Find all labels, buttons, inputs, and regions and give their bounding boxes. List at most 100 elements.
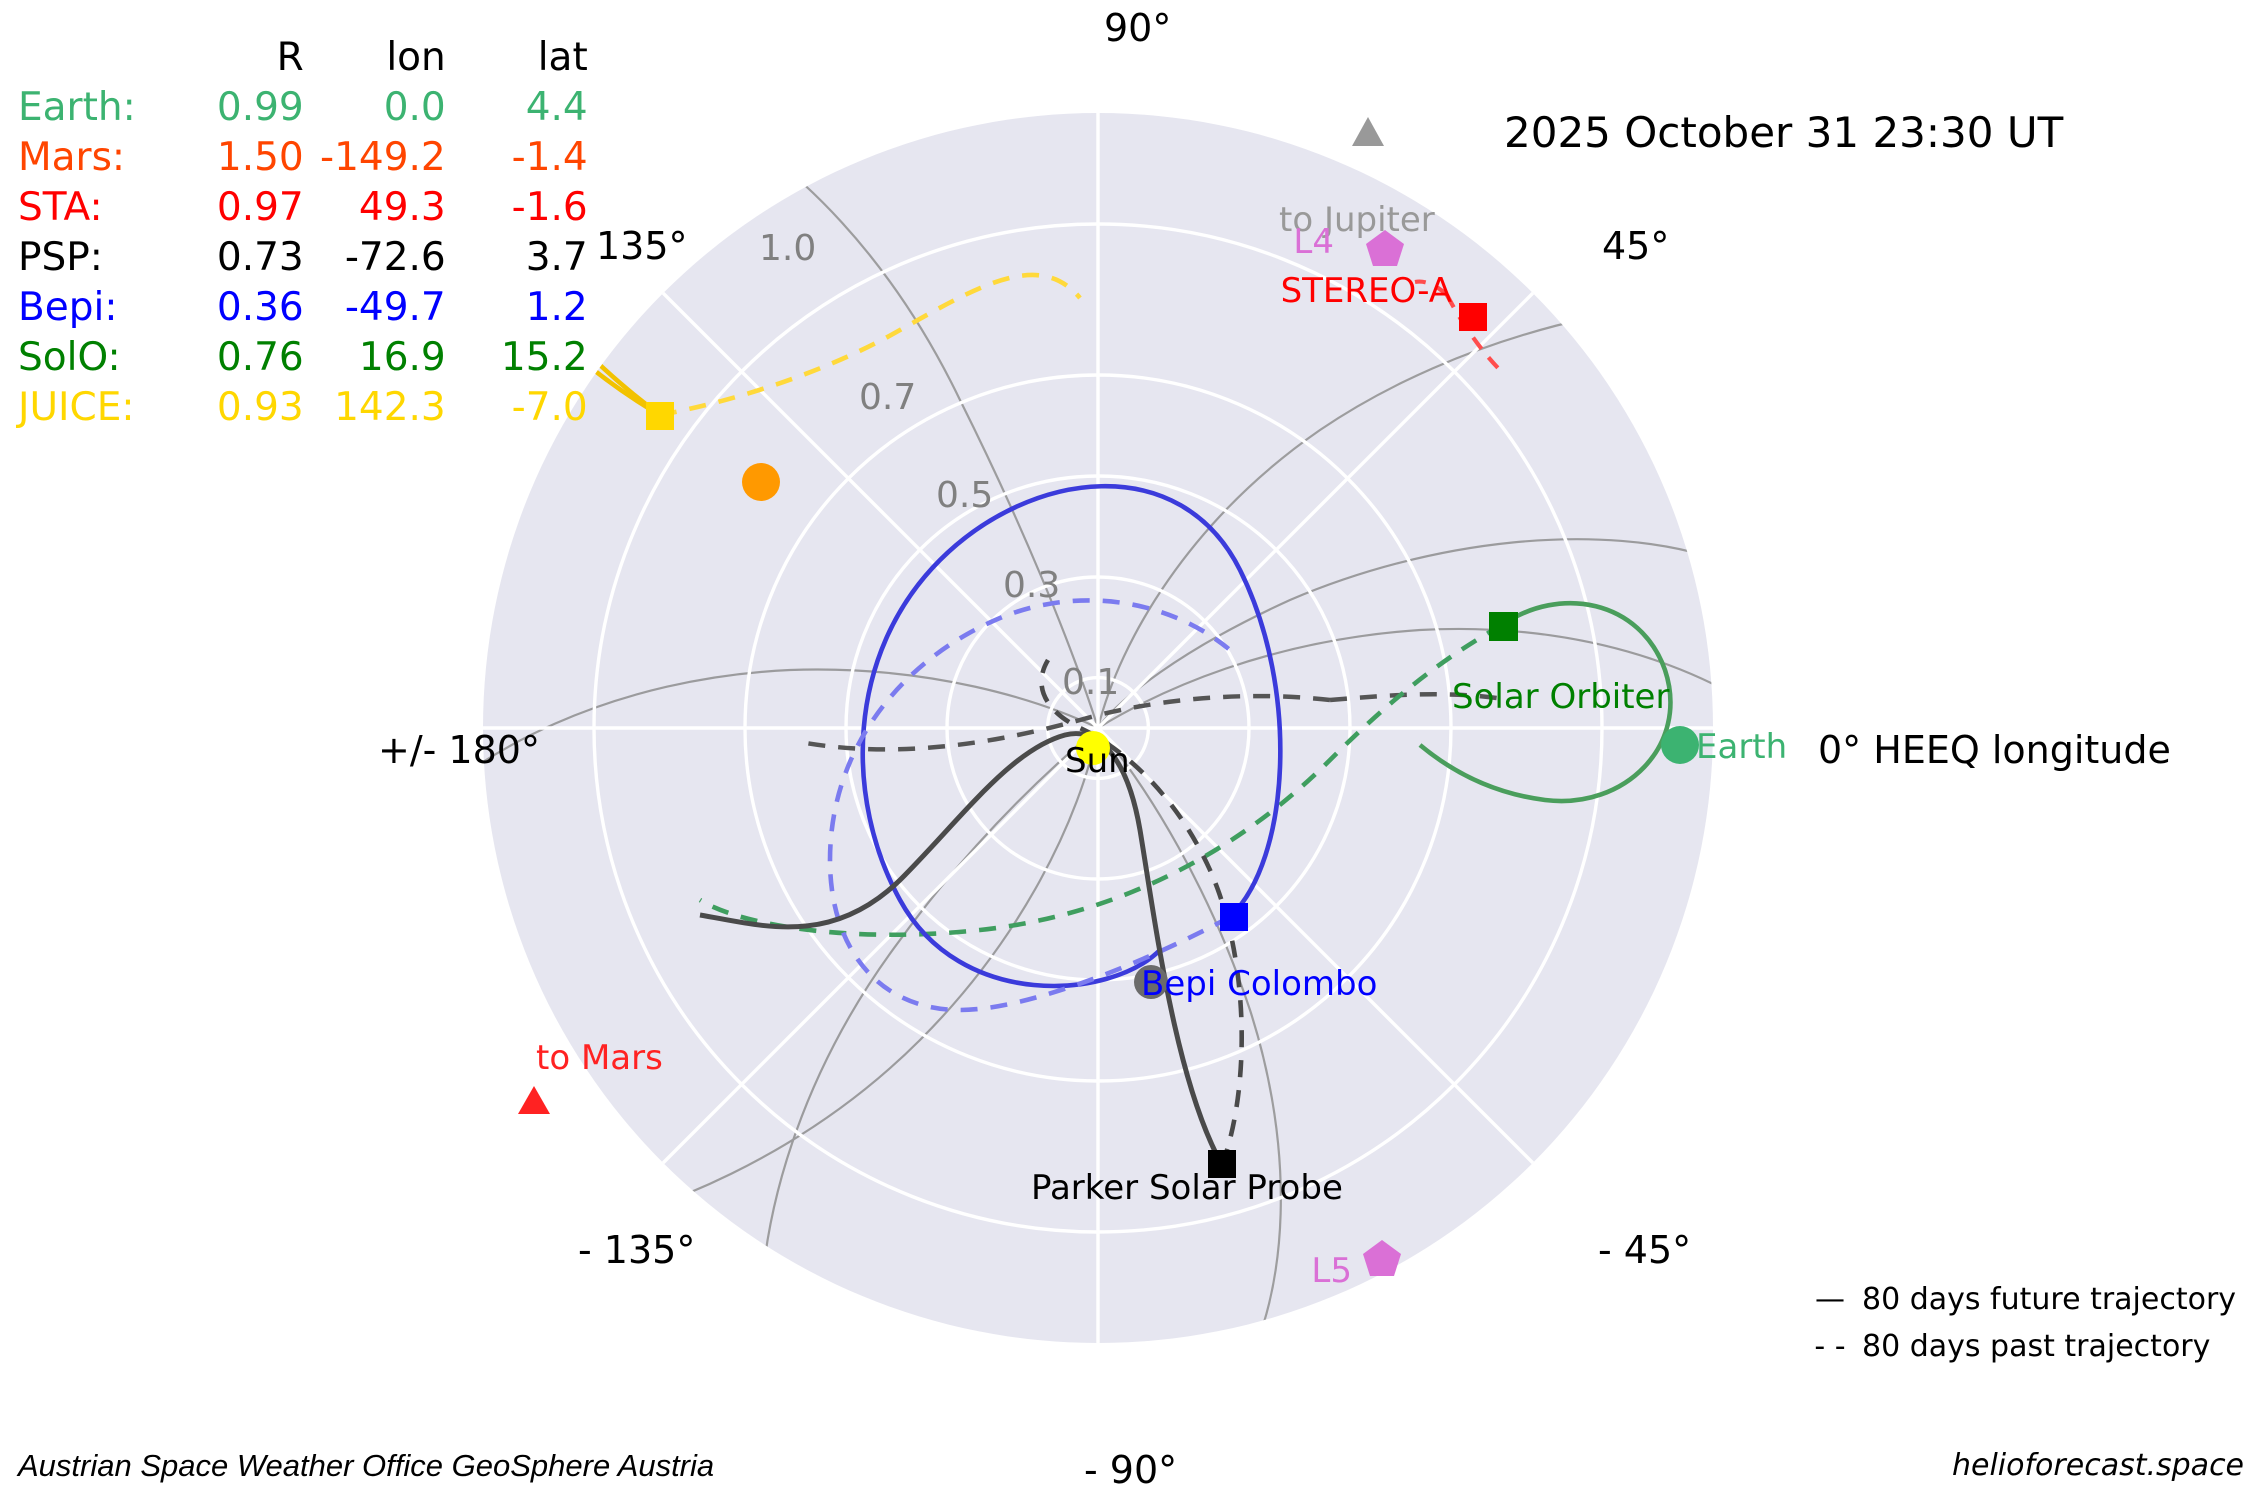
angle-label-90: 90° bbox=[1104, 6, 1172, 50]
marker-psp[interactable]: Parker Solar Probe bbox=[1031, 1150, 1343, 1208]
row-r: 0.93 bbox=[216, 385, 304, 430]
table-row: PSP: 0.73 -72.6 3.7 bbox=[18, 238, 588, 288]
body-position-table: R lon lat Earth: 0.99 0.0 4.4 Mars: 1.50… bbox=[18, 38, 588, 438]
earth-past-trajectory-ext bbox=[1329, 691, 1511, 703]
table-row: STA: 0.97 49.3 -1.6 bbox=[18, 188, 588, 238]
radial-tick-labels: 1.0 0.7 0.5 0.3 0.1 bbox=[759, 228, 1119, 703]
psp-square-icon bbox=[1208, 1150, 1236, 1178]
to-jupiter-triangle-icon bbox=[1352, 117, 1384, 146]
psp-future-trajectory bbox=[699, 731, 1225, 1167]
psp-past-trajectory bbox=[1039, 658, 1244, 1166]
marker-to-jupiter[interactable]: to Jupiter bbox=[1279, 117, 1435, 240]
row-r: 0.99 bbox=[216, 85, 304, 130]
row-lon: -72.6 bbox=[344, 235, 446, 280]
row-lon: 49.3 bbox=[358, 185, 446, 230]
solar-orbiter-past-trajectory bbox=[698, 622, 1504, 938]
row-lon: 142.3 bbox=[334, 385, 446, 430]
to-mars-label: to Mars bbox=[536, 1038, 663, 1078]
row-lon: -149.2 bbox=[320, 135, 446, 180]
angle-label-0-heeq: 0° HEEQ longitude bbox=[1818, 728, 2171, 772]
marker-l5[interactable]: L5 bbox=[1311, 1240, 1401, 1291]
sun-circle-icon bbox=[1076, 731, 1110, 765]
row-name: STA: bbox=[18, 185, 103, 230]
l5-pentagon-icon bbox=[1363, 1240, 1401, 1276]
stereo-a-label: STEREO-A bbox=[1281, 271, 1452, 311]
psp-label: Parker Solar Probe bbox=[1031, 1168, 1343, 1208]
angle-label-45: 45° bbox=[1602, 224, 1670, 268]
row-r: 0.73 bbox=[216, 235, 304, 280]
marker-solar-orbiter[interactable]: Solar Orbiter bbox=[1452, 612, 1669, 717]
marker-stereo-a[interactable]: STEREO-A bbox=[1281, 271, 1487, 331]
angle-label-135: 135° bbox=[596, 224, 688, 268]
row-lon: -49.7 bbox=[344, 285, 446, 330]
legend-item-future: — 80 days future trajectory bbox=[1798, 1276, 2236, 1323]
header-r: R bbox=[276, 35, 304, 80]
legend-key-solid: — bbox=[1815, 1282, 1845, 1317]
sun-label: Sun bbox=[1065, 741, 1130, 781]
marker-to-mars[interactable]: to Mars bbox=[518, 1038, 663, 1114]
marker-earth[interactable]: Earth bbox=[1661, 726, 1787, 767]
angle-label-plusminus-180: +/- 180° bbox=[378, 728, 540, 772]
marker-l4[interactable]: L4 bbox=[1293, 222, 1404, 266]
header-blank bbox=[18, 38, 162, 88]
plot-title: 2025 October 31 23:30 UT bbox=[1504, 108, 2064, 157]
table-row: SolO: 0.76 16.9 15.2 bbox=[18, 338, 588, 388]
row-lat: -7.0 bbox=[511, 385, 588, 430]
solar-orbiter-label: Solar Orbiter bbox=[1452, 677, 1669, 717]
to-mars-triangle-icon bbox=[518, 1086, 550, 1114]
credit-left: Austrian Space Weather Office GeoSphere … bbox=[18, 1448, 715, 1483]
solar-orbiter-future-trajectory bbox=[1418, 600, 1673, 804]
legend-label-past: 80 days past trajectory bbox=[1862, 1329, 2211, 1364]
row-lat: 15.2 bbox=[500, 335, 588, 380]
row-lat: 4.4 bbox=[525, 85, 588, 130]
l4-pentagon-icon bbox=[1366, 230, 1404, 266]
marker-bepi-colombo[interactable]: Bepi Colombo bbox=[1134, 903, 1377, 1004]
angle-label-minus-45: - 45° bbox=[1598, 1228, 1692, 1272]
row-r: 1.50 bbox=[216, 135, 304, 180]
bepi-past-trajectory bbox=[827, 598, 1232, 1013]
row-lon: 16.9 bbox=[358, 335, 446, 380]
row-lat: 1.2 bbox=[525, 285, 588, 330]
credit-right: helioforecast.space bbox=[1952, 1448, 2245, 1483]
l4-label: L4 bbox=[1293, 222, 1334, 262]
mercury-circle-icon bbox=[742, 463, 780, 501]
radial-label-0p7: 0.7 bbox=[859, 377, 916, 418]
legend-key-dashed: - - bbox=[1814, 1329, 1846, 1364]
marker-sun[interactable]: Sun bbox=[1065, 731, 1130, 781]
stereo-a-past-trajectory bbox=[1445, 294, 1502, 372]
marker-juice[interactable] bbox=[646, 402, 674, 430]
earth-circle-icon bbox=[1661, 726, 1699, 764]
angular-grid-spokes bbox=[483, 113, 1713, 1343]
row-r: 0.36 bbox=[216, 285, 304, 330]
to-jupiter-label: to Jupiter bbox=[1279, 200, 1435, 240]
solar-orbiter-square-icon bbox=[1489, 612, 1518, 641]
earth-past-trajectory bbox=[799, 693, 1331, 752]
bepi-future-trajectory bbox=[860, 483, 1283, 989]
row-name: Bepi: bbox=[18, 285, 118, 330]
angle-label-minus-90: - 90° bbox=[1084, 1448, 1178, 1492]
trajectory-legend: — 80 days future trajectory - - 80 days … bbox=[1798, 1276, 2236, 1370]
legend-label-future: 80 days future trajectory bbox=[1862, 1282, 2237, 1317]
bepi-label: Bepi Colombo bbox=[1141, 964, 1377, 1004]
radial-label-0p3: 0.3 bbox=[1003, 565, 1060, 606]
legend-item-past: - - 80 days past trajectory bbox=[1798, 1323, 2236, 1370]
row-r: 0.97 bbox=[216, 185, 304, 230]
radial-label-1p0: 1.0 bbox=[759, 228, 816, 269]
table-row: Bepi: 0.36 -49.7 1.2 bbox=[18, 288, 588, 338]
earth-label: Earth bbox=[1696, 727, 1787, 767]
header-lon: lon bbox=[386, 35, 446, 80]
row-name: PSP: bbox=[18, 235, 103, 280]
table-row: JUICE: 0.93 142.3 -7.0 bbox=[18, 388, 588, 438]
juice-square-icon bbox=[646, 402, 674, 430]
marker-mercury[interactable] bbox=[742, 463, 780, 501]
bepi-square-icon bbox=[1220, 903, 1248, 931]
row-name: SolO: bbox=[18, 335, 121, 380]
table-header-row: R lon lat bbox=[18, 38, 588, 88]
radial-label-0p5: 0.5 bbox=[936, 475, 993, 516]
row-r: 0.76 bbox=[216, 335, 304, 380]
angle-label-minus-135: - 135° bbox=[578, 1228, 696, 1272]
radial-label-0p1: 0.1 bbox=[1062, 662, 1119, 703]
venus-circle-icon bbox=[1134, 965, 1168, 999]
